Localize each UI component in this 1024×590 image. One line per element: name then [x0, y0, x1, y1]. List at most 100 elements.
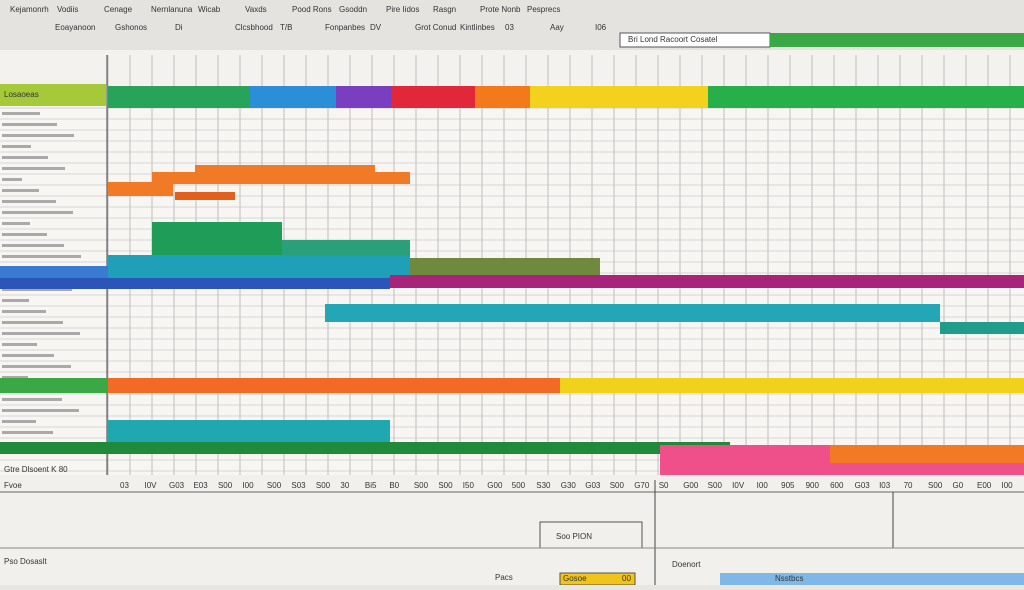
menu-item[interactable]: Kejamonrh — [10, 5, 49, 14]
x-label: 70 — [904, 481, 913, 490]
toolbar-item[interactable]: I06 — [595, 23, 607, 32]
bar — [108, 255, 410, 278]
x-label: G03 — [169, 481, 185, 490]
x-label: 905 — [781, 481, 795, 490]
cell-text — [2, 288, 72, 291]
menu-item[interactable]: Vaxds — [245, 5, 267, 14]
x-label: G03 — [585, 481, 601, 490]
menu-item[interactable]: Cenage — [104, 5, 133, 14]
cell-text — [2, 365, 71, 368]
x-label: I0V — [144, 481, 157, 490]
toolbar-item[interactable]: Kintlinbes — [460, 23, 495, 32]
cell-text — [2, 431, 53, 434]
bar — [108, 420, 390, 442]
x-label: S00 — [218, 481, 233, 490]
x-label: E00 — [977, 481, 992, 490]
band — [708, 86, 1024, 108]
toolbar-item[interactable]: T/B — [280, 23, 292, 32]
toolbar-item[interactable]: DV — [370, 23, 382, 32]
bar — [152, 222, 282, 257]
x-label: S00 — [708, 481, 723, 490]
x-label: G30 — [561, 481, 577, 490]
cell-text — [2, 112, 40, 115]
menu-item[interactable]: Pire Iidos — [386, 5, 419, 14]
band — [391, 86, 475, 108]
menu-item[interactable]: Wicab — [198, 5, 221, 14]
toolbar-item[interactable]: Di — [175, 23, 183, 32]
bar — [560, 378, 1024, 393]
cell-text — [2, 189, 39, 192]
x-label: I00 — [242, 481, 254, 490]
x-label: 30 — [340, 481, 349, 490]
tab[interactable] — [720, 573, 1024, 585]
x-label: Bi5 — [365, 481, 377, 490]
x-label: 03 — [120, 481, 129, 490]
menu-item[interactable]: Nernlanuna — [151, 5, 193, 14]
toolbar-item[interactable]: Fonpanbes — [325, 23, 365, 32]
toolbar-item[interactable]: Aay — [550, 23, 564, 32]
cell-text — [2, 222, 30, 225]
box-label: Soo PION — [556, 532, 592, 541]
x-label: 900 — [806, 481, 820, 490]
menu-item[interactable]: Pood Rons — [292, 5, 332, 14]
toolbar-item[interactable]: Grot Conud — [415, 23, 456, 32]
bar — [175, 192, 235, 200]
cell-text — [2, 233, 47, 236]
x-label: G0 — [953, 481, 964, 490]
cell-text — [2, 255, 81, 258]
x-label: S00 — [928, 481, 943, 490]
x-label: 600 — [830, 481, 844, 490]
left-footer: Gtre Dlsoent K 80 — [4, 465, 68, 474]
x-label: S00 — [438, 481, 453, 490]
toolbar-item[interactable]: 03 — [505, 23, 514, 32]
x-label: G00 — [683, 481, 699, 490]
cell-text — [2, 376, 28, 379]
menu-item[interactable]: Prote Nonb — [480, 5, 521, 14]
cell-text — [2, 156, 48, 159]
bar — [410, 258, 600, 275]
cell-text — [2, 398, 62, 401]
header-left: Losaoeas — [4, 90, 39, 99]
cell-text — [2, 123, 57, 126]
bottom-title: Pso Dosaslt — [4, 557, 47, 566]
cell-text — [2, 310, 46, 313]
ruler-bg — [0, 50, 1024, 85]
x-label: S00 — [414, 481, 429, 490]
cell-text — [2, 343, 37, 346]
name-box-fill — [770, 33, 1024, 47]
x-label: S00 — [267, 481, 282, 490]
menu-item[interactable]: Gsoddn — [339, 5, 367, 14]
band — [475, 86, 530, 108]
toolbar-item[interactable]: Gshonos — [115, 23, 147, 32]
menu-item[interactable]: Rasgn — [433, 5, 456, 14]
bar — [195, 165, 375, 173]
x-label: I03 — [879, 481, 891, 490]
cell-text — [2, 354, 54, 357]
toolbar-item[interactable]: Eoayanoon — [55, 23, 95, 32]
cell-text — [2, 332, 80, 335]
x-label: I00 — [757, 481, 769, 490]
x-label: B0 — [389, 481, 399, 490]
toolbar-item[interactable]: Clcsbhood — [235, 23, 273, 32]
cell-text — [2, 321, 63, 324]
menu-item[interactable]: Pesprecs — [527, 5, 560, 14]
bar — [940, 322, 1024, 334]
cell-text — [2, 178, 22, 181]
menu-item[interactable]: Vodiis — [57, 5, 78, 14]
x-label: 500 — [512, 481, 526, 490]
bar — [0, 278, 390, 289]
bar — [282, 240, 410, 258]
bottom-bg — [0, 475, 1024, 585]
bar — [0, 378, 108, 393]
x-label: S30 — [536, 481, 551, 490]
x-label: S00 — [610, 481, 625, 490]
cell-text — [2, 420, 36, 423]
cell-text — [2, 145, 31, 148]
x-label: S00 — [316, 481, 331, 490]
field-value: Gosoe — [563, 574, 587, 583]
right-label: Doenort — [672, 560, 701, 569]
field-label: Pacs — [495, 573, 513, 582]
band — [530, 86, 708, 108]
